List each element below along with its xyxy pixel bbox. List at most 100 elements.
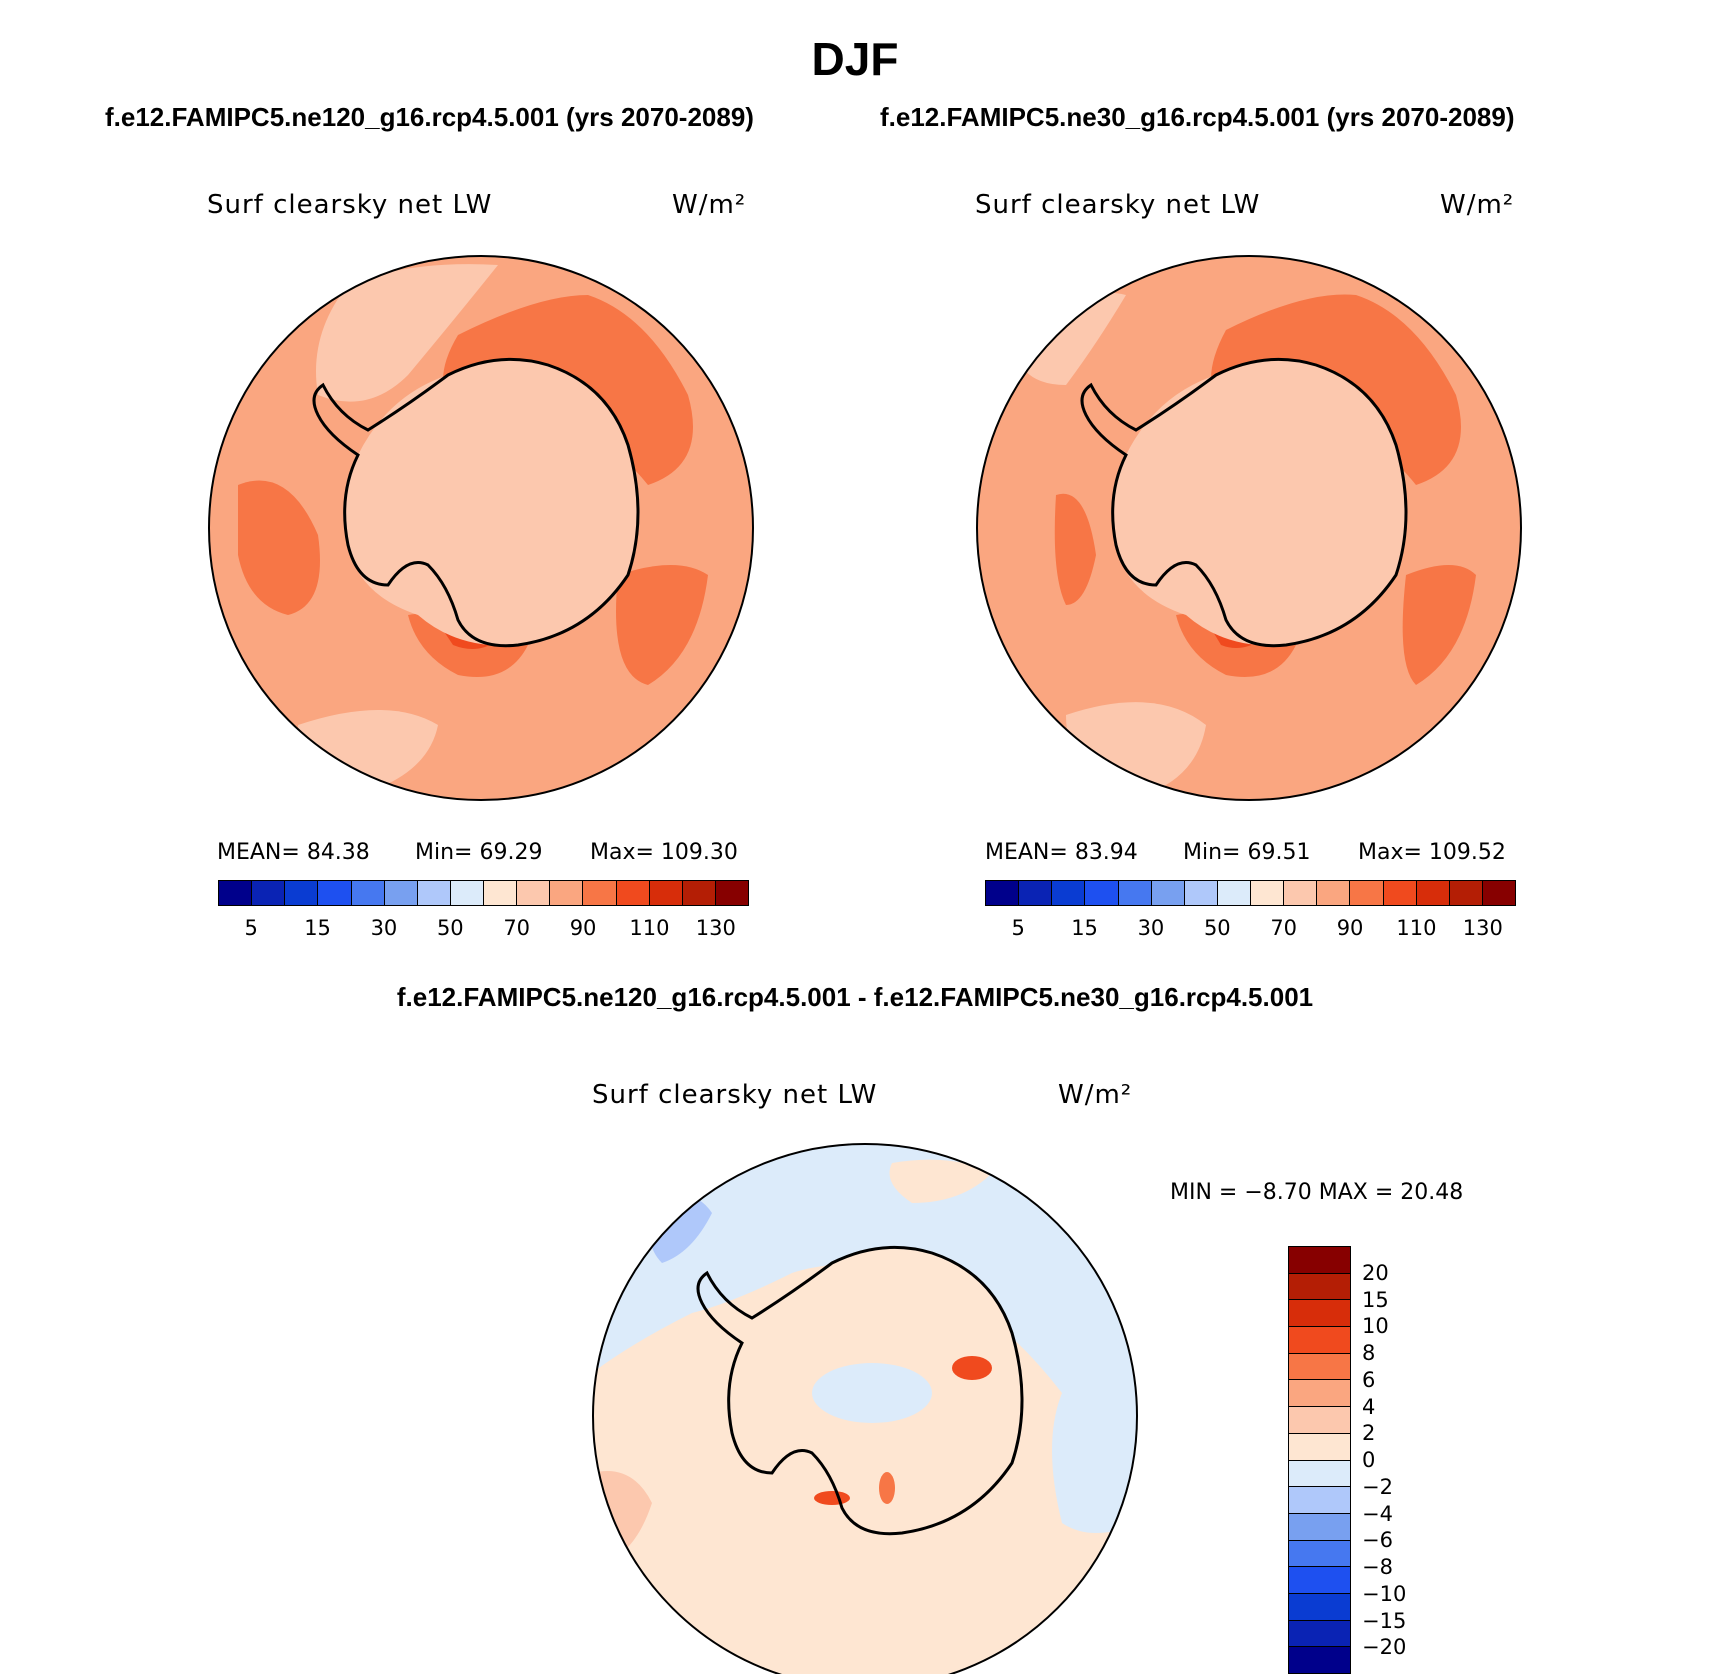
min-stat-left: Min= 69.29 <box>415 840 543 865</box>
colorbar-swatch <box>1289 1593 1350 1621</box>
warm-patch-east-left <box>616 565 708 685</box>
colorbar-swatch <box>682 881 716 905</box>
map-difference <box>592 1143 1138 1674</box>
colorbar-swatch <box>1416 881 1450 905</box>
colorbar-swatch <box>1118 881 1152 905</box>
colorbar-swatch <box>517 881 551 905</box>
map-right <box>976 255 1522 801</box>
colorbar-swatch <box>417 881 451 905</box>
colorbar-tick-label: 50 <box>1203 916 1231 940</box>
units-label-left: W/m² <box>672 190 747 220</box>
variable-label-diff: Surf clearsky net LW <box>592 1080 878 1110</box>
colorbar-swatch <box>285 881 319 905</box>
colorbar-swatch <box>484 881 518 905</box>
colorbar-swatch <box>583 881 617 905</box>
colorbar-tick-label: 90 <box>569 916 597 940</box>
colorbar-swatch <box>1151 881 1185 905</box>
diff-positive-patch-north <box>889 1159 992 1203</box>
colorbar-swatch <box>1289 1247 1350 1274</box>
colorbar-labels-right: 5 15 30 50 70 90 110 130 <box>985 916 1516 946</box>
colorbar-swatch <box>1289 1567 1350 1594</box>
warm-patch-east-right <box>1402 565 1476 685</box>
colorbar-swatch <box>1184 881 1218 905</box>
colorbar-tick-label: −10 <box>1362 1581 1407 1606</box>
colorbar-swatch <box>1289 1380 1350 1408</box>
mean-stat-right: MEAN= 83.94 <box>985 840 1138 865</box>
max-stat-right: Max= 109.52 <box>1358 840 1506 865</box>
warm-patch-west-right <box>1054 493 1096 605</box>
colorbar-swatch <box>252 881 286 905</box>
colorbar-difference <box>1288 1246 1351 1674</box>
colorbar-swatch <box>1449 881 1483 905</box>
colorbar-tick-label: 10 <box>1362 1314 1389 1339</box>
map-boundary-left <box>208 255 754 801</box>
colorbar-tick-label: −2 <box>1362 1474 1393 1499</box>
colorbar-swatch <box>986 881 1020 905</box>
colorbar-swatch <box>1251 881 1285 905</box>
colorbar-right <box>985 880 1516 906</box>
colorbar-swatch <box>1317 881 1351 905</box>
colorbar-tick-label: 2 <box>1362 1421 1376 1446</box>
variable-label-left: Surf clearsky net LW <box>207 190 493 220</box>
colorbar-tick-label: 90 <box>1336 916 1364 940</box>
colorbar-swatch <box>616 881 650 905</box>
colorbar-swatch <box>1383 881 1417 905</box>
colorbar-tick-label: 5 <box>1011 916 1025 940</box>
colorbar-labels-left: 5 15 30 50 70 90 110 130 <box>218 916 749 946</box>
colorbar-tick-label: 50 <box>436 916 464 940</box>
colorbar-swatch <box>1052 881 1086 905</box>
colorbar-tick-label: −15 <box>1362 1608 1407 1633</box>
colorbar-swatch <box>1289 1540 1350 1568</box>
colorbar-tick-label: 20 <box>1362 1260 1389 1285</box>
colorbar-swatch <box>1217 881 1251 905</box>
colorbar-tick-label: 4 <box>1362 1394 1376 1419</box>
colorbar-labels-difference: 20 15 10 8 6 4 2 0 −2 −4 −6 −8 −10 −15 −20 <box>1362 1246 1482 1674</box>
colorbar-tick-label: 8 <box>1362 1341 1376 1365</box>
colorbar-tick-label: −20 <box>1362 1635 1407 1660</box>
colorbar-swatch <box>1289 1433 1350 1461</box>
colorbar-swatch <box>1289 1273 1350 1301</box>
colorbar-swatch <box>1284 881 1318 905</box>
map-left <box>208 255 754 801</box>
page-title: DJF <box>811 33 899 85</box>
colorbar-tick-label: 15 <box>304 916 331 940</box>
colorbar-left <box>218 880 749 906</box>
warm-patch-west-left <box>238 480 320 615</box>
antarctica-coastline-right <box>1080 357 1408 648</box>
colorbar-tick-label: 0 <box>1362 1448 1376 1472</box>
mean-stat-left: MEAN= 84.38 <box>217 840 370 865</box>
colorbar-tick-label: 15 <box>1362 1287 1389 1312</box>
colorbar-swatch <box>219 881 253 905</box>
case-title-right: f.e12.FAMIPC5.ne30_g16.rcp4.5.001 (yrs 2… <box>880 102 1515 132</box>
diff-hot-spot-ross <box>814 1491 850 1505</box>
colorbar-swatch <box>1019 881 1053 905</box>
diff-hot-spot-east <box>952 1356 992 1380</box>
map-boundary-diff <box>592 1143 1138 1674</box>
antarctica-coastline-diff <box>696 1245 1024 1536</box>
colorbar-swatch <box>1085 881 1119 905</box>
colorbar-swatch <box>351 881 385 905</box>
max-stat-left: Max= 109.30 <box>590 840 738 865</box>
antarctica-coastline-left <box>312 357 640 648</box>
colorbar-tick-label: −4 <box>1362 1501 1393 1526</box>
colorbar-swatch <box>1289 1327 1350 1354</box>
colorbar-tick-label: −8 <box>1362 1555 1393 1579</box>
diff-hot-spot-ross-2 <box>879 1472 895 1504</box>
variable-label-right: Surf clearsky net LW <box>975 190 1261 220</box>
diff-minmax-stat: MIN = −8.70 MAX = 20.48 <box>1170 1180 1464 1205</box>
colorbar-swatch <box>1289 1460 1350 1488</box>
colorbar-tick-label: 130 <box>1462 916 1503 940</box>
case-title-left: f.e12.FAMIPC5.ne120_g16.rcp4.5.001 (yrs … <box>105 102 754 132</box>
colorbar-swatch <box>550 881 584 905</box>
units-label-diff: W/m² <box>1058 1080 1133 1110</box>
difference-title: f.e12.FAMIPC5.ne120_g16.rcp4.5.001 - f.e… <box>396 982 1314 1012</box>
colorbar-tick-label: 30 <box>1137 916 1165 940</box>
colorbar-tick-label: −6 <box>1362 1528 1393 1553</box>
colorbar-tick-label: 30 <box>370 916 398 940</box>
colorbar-tick-label: 5 <box>244 916 258 940</box>
colorbar-tick-label: 110 <box>629 916 670 940</box>
colorbar-swatch <box>1350 881 1384 905</box>
colorbar-tick-label: 6 <box>1362 1367 1376 1392</box>
colorbar-swatch <box>1289 1300 1350 1328</box>
map-boundary-right <box>976 255 1522 801</box>
